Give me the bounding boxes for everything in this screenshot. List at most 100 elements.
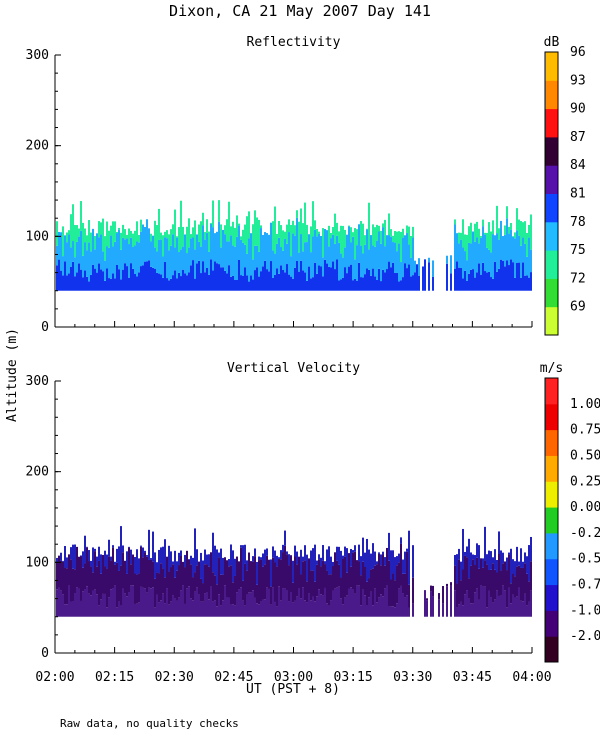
colorbar-swatch (545, 136, 558, 166)
field-cell (322, 257, 324, 277)
field-cell (300, 260, 302, 291)
field-cell (364, 274, 366, 291)
field-cell (342, 559, 344, 605)
field-cell (176, 570, 178, 601)
field-cell (484, 586, 486, 617)
field-cell (402, 559, 404, 574)
field-cell (318, 559, 320, 590)
field-cell (192, 600, 194, 617)
field-cell (146, 219, 148, 262)
field-cell (468, 226, 470, 243)
field-cell (56, 221, 58, 246)
field-cell (148, 559, 150, 588)
field-cell (234, 246, 236, 280)
field-cell (384, 557, 386, 566)
field-cell (132, 268, 134, 291)
colorbar-swatch (545, 507, 558, 534)
field-cell (392, 235, 394, 243)
field-cell (216, 584, 218, 607)
field-cell (312, 596, 314, 617)
field-cell (400, 537, 402, 544)
colorbar-frame (544, 51, 559, 336)
field-cell (388, 261, 390, 291)
field-cell (60, 552, 62, 561)
field-cell (222, 557, 224, 575)
field-cell (418, 258, 420, 276)
field-cell (146, 555, 148, 557)
field-cell (350, 264, 352, 291)
field-cell (298, 271, 300, 291)
field-cell (240, 236, 242, 240)
field-cell (372, 605, 374, 617)
field-cell (208, 251, 210, 275)
field-cell (56, 562, 58, 590)
field-cell (514, 561, 516, 577)
field-cell (334, 243, 336, 270)
field-cell (100, 573, 102, 600)
field-cell (346, 234, 348, 274)
field-cell (262, 599, 264, 617)
field-cell (188, 272, 190, 291)
field-cell (278, 237, 280, 274)
field-cell (190, 265, 192, 291)
field-cell (408, 226, 410, 245)
field-cell (226, 597, 228, 617)
field-cell (246, 216, 248, 254)
y-tick-label: 0 (41, 320, 49, 335)
field-cell (206, 219, 208, 233)
field-cell (176, 600, 178, 617)
field-cell (374, 227, 376, 247)
colorbar-swatch (545, 455, 558, 482)
field-cell (212, 532, 214, 573)
field-cell (412, 545, 414, 578)
field-cell (308, 266, 310, 291)
field-cell (478, 599, 480, 617)
field-cell (94, 589, 96, 617)
field-cell (404, 263, 406, 291)
field-cell (348, 226, 350, 267)
field-cell (376, 240, 378, 280)
field-cell (380, 230, 382, 244)
field-cell (352, 232, 354, 237)
field-cell (206, 564, 208, 593)
field-cell (342, 555, 344, 560)
field-cell (128, 244, 130, 278)
field-cell (254, 270, 256, 291)
field-cell (62, 594, 64, 617)
field-cell (190, 234, 192, 239)
field-cell (184, 603, 186, 617)
field-cell (370, 553, 372, 570)
field-cell (158, 208, 160, 240)
field-cell (314, 229, 316, 263)
field-cell (156, 225, 158, 252)
field-cell (66, 232, 68, 243)
field-cell (254, 210, 256, 246)
field-cell (216, 231, 218, 264)
field-cell (224, 557, 226, 586)
field-cell (196, 234, 198, 264)
field-cell (150, 233, 152, 242)
field-cell (170, 229, 172, 246)
field-cell (280, 247, 282, 266)
field-cell (66, 604, 68, 617)
field-cell (438, 593, 440, 600)
field-cell (114, 241, 116, 279)
field-cell (314, 262, 316, 291)
field-cell (120, 232, 122, 250)
field-cell (462, 605, 464, 617)
field-cell (310, 570, 312, 601)
field-cell (344, 247, 346, 268)
colorbar-label: 96 (570, 45, 586, 60)
field-cell (142, 224, 144, 266)
colorbar-swatch (545, 610, 558, 637)
field-cell (62, 226, 64, 257)
field-cell (262, 553, 264, 567)
field-cell (456, 233, 458, 262)
field-cell (164, 539, 166, 578)
field-cell (212, 270, 214, 291)
field-cell (428, 257, 430, 263)
field-cell (310, 226, 312, 253)
field-cell (64, 235, 66, 262)
field-cell (516, 230, 518, 263)
field-cell (494, 549, 496, 570)
